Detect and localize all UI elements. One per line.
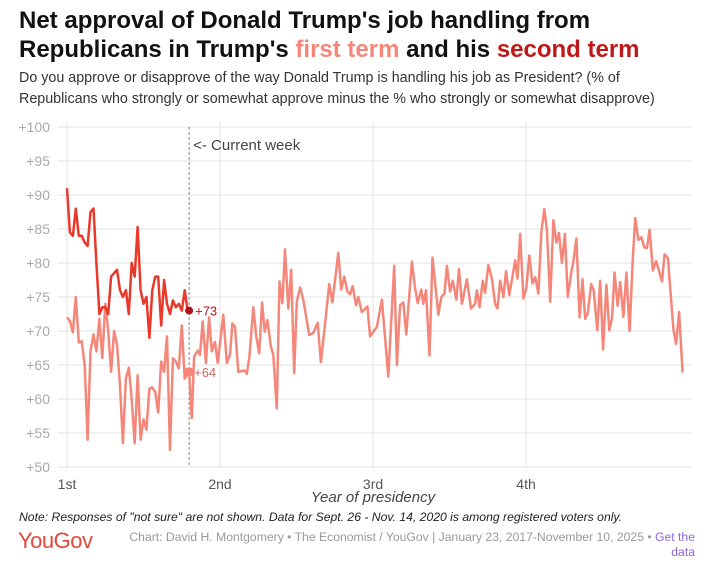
title-second-term: second term <box>496 36 640 63</box>
chart-credit: Chart: David H. Montgomery • The Economi… <box>121 530 695 560</box>
y-tick-label: +70 <box>26 323 50 339</box>
first-term-line <box>66 208 684 452</box>
chart-title: Net approval of Donald Trump's job handl… <box>19 6 699 64</box>
current-week-label: <- Current week <box>193 137 301 154</box>
second-term-marker <box>185 306 194 315</box>
title-first-term: first term <box>295 36 400 63</box>
y-tick-label: +60 <box>26 391 50 407</box>
first-term-end-label: +64 <box>194 365 216 380</box>
second-term-line <box>65 188 190 340</box>
chart-note: Note: Responses of "not sure" are not sh… <box>19 510 622 524</box>
yougov-logo: YouGov <box>18 528 93 553</box>
y-tick-label: +55 <box>26 425 50 441</box>
x-tick-label: 2nd <box>208 476 231 492</box>
title-text: Net approval of Donald Trump's job handl… <box>19 7 591 63</box>
second-term-end-label: +73 <box>195 304 217 319</box>
x-axis-label: Year of presidency <box>311 489 437 506</box>
chart-subtitle: Do you approve or disapprove of the way … <box>19 70 655 107</box>
y-tick-label: +75 <box>26 289 50 305</box>
y-tick-label: +65 <box>26 357 50 373</box>
y-tick-label: +90 <box>26 187 50 203</box>
first-term-marker <box>185 367 194 376</box>
x-tick-label: 4th <box>516 476 535 492</box>
title-text-2: and his <box>399 36 497 63</box>
get-the-data-link[interactable]: Get the data <box>655 530 695 559</box>
credit-text: Chart: David H. Montgomery • The Economi… <box>129 530 656 544</box>
x-tick-label: 3rd <box>363 476 383 492</box>
y-tick-label: +95 <box>26 153 50 169</box>
y-tick-label: +80 <box>26 255 50 271</box>
y-tick-label: +100 <box>18 119 50 135</box>
x-tick-label: 1st <box>58 476 77 492</box>
y-tick-label: +50 <box>26 459 50 475</box>
y-tick-label: +85 <box>26 221 50 237</box>
